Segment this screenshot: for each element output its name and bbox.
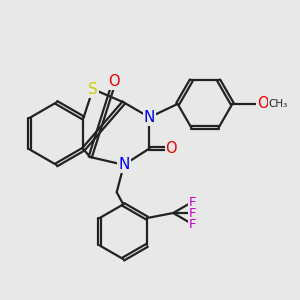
Text: O: O xyxy=(257,96,269,111)
Text: F: F xyxy=(188,206,196,220)
Text: CH₃: CH₃ xyxy=(269,99,288,109)
Text: S: S xyxy=(88,82,98,97)
Text: N: N xyxy=(144,110,155,125)
Text: O: O xyxy=(166,141,177,156)
Text: F: F xyxy=(188,218,196,230)
Text: O: O xyxy=(109,74,120,88)
Text: N: N xyxy=(118,158,130,172)
Text: F: F xyxy=(188,196,196,208)
